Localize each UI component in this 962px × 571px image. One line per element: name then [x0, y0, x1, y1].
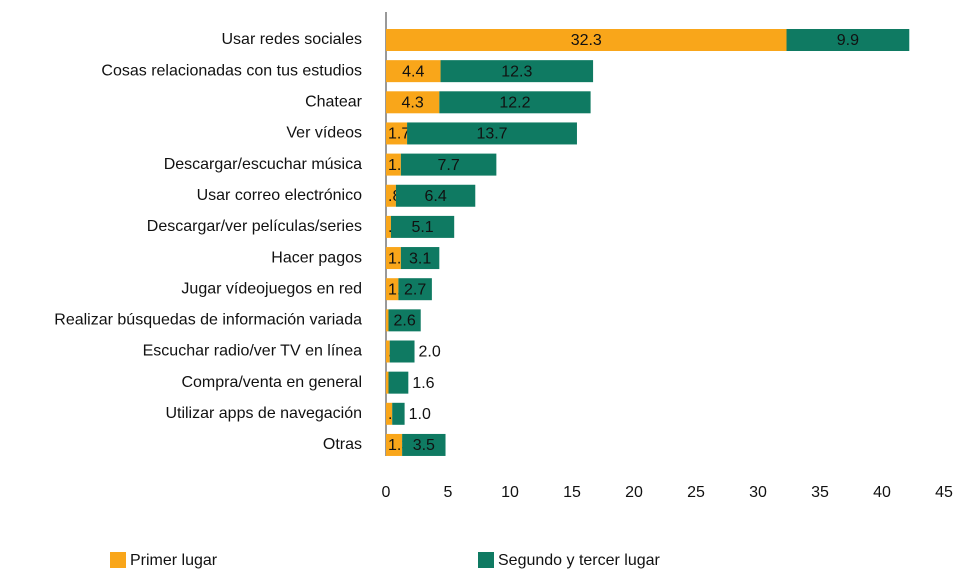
value-label: 12.3	[501, 63, 532, 80]
category-label: Cosas relacionadas con tus estudios	[101, 62, 362, 79]
category-label: Realizar búsquedas de información variad…	[54, 312, 362, 329]
value-label: 4.3	[402, 95, 424, 112]
bar-segment	[388, 371, 409, 394]
bar-segment	[386, 340, 390, 363]
value-label: 32.3	[571, 32, 602, 49]
bar-segment	[390, 215, 455, 238]
bar-segment	[440, 60, 594, 83]
bar-segment	[386, 309, 389, 332]
category-label: Descargar/ver películas/series	[147, 218, 362, 235]
legend-label: Segundo y tercer lugar	[498, 552, 661, 569]
bar-segment	[398, 278, 432, 301]
value-label: 1.6	[412, 375, 434, 392]
value-label: 2.7	[404, 281, 426, 298]
bar-segment	[386, 278, 399, 301]
x-tick-label: 45	[935, 484, 953, 501]
bar-segment	[388, 309, 421, 332]
category-label: Compra/venta en general	[181, 374, 362, 391]
x-tick-label: 5	[444, 484, 453, 501]
value-label: 6.4	[424, 188, 446, 205]
category-label: Chatear	[305, 94, 363, 111]
value-label: 12.2	[499, 95, 530, 112]
value-label: 1.0	[409, 406, 431, 423]
category-label: Escuchar radio/ver TV en línea	[143, 343, 362, 360]
value-label: 5.1	[411, 219, 433, 236]
x-tick-label: 0	[382, 484, 391, 501]
bar-segment	[386, 184, 396, 207]
bar-segment	[389, 340, 415, 363]
bar-segment	[386, 60, 441, 83]
bar-segment	[386, 122, 408, 145]
bar-segment	[439, 91, 591, 114]
category-label: Usar correo electrónico	[197, 187, 363, 204]
bar-segment	[402, 433, 446, 456]
category-label: Usar redes sociales	[222, 31, 363, 48]
value-label: 9.9	[837, 32, 859, 49]
value-label: 1.7	[388, 126, 410, 143]
bar-segment	[407, 122, 577, 145]
bar-segment	[386, 91, 440, 114]
legend-swatch	[110, 552, 126, 568]
bar-segment	[386, 371, 389, 394]
x-tick-label: 20	[625, 484, 643, 501]
category-label: Utilizar apps de navegación	[165, 405, 362, 422]
value-label: 4.4	[402, 63, 424, 80]
bar-segment	[386, 153, 401, 176]
x-tick-label: 35	[811, 484, 829, 501]
bar-segment	[386, 247, 401, 270]
bar-segment	[400, 247, 440, 270]
value-label: 13.7	[476, 126, 507, 143]
category-label: Descargar/escuchar música	[164, 156, 362, 173]
value-label: 2.6	[393, 313, 415, 330]
bar-segment	[386, 402, 393, 425]
value-label: 7.7	[437, 157, 459, 174]
bar-segment	[386, 433, 403, 456]
x-tick-label: 25	[687, 484, 705, 501]
category-label: Ver vídeos	[286, 125, 362, 142]
category-label: Otras	[323, 436, 362, 453]
x-tick-label: 30	[749, 484, 767, 501]
x-tick-label: 40	[873, 484, 891, 501]
legend-swatch	[478, 552, 494, 568]
bar-segment	[395, 184, 476, 207]
x-tick-label: 10	[501, 484, 519, 501]
value-label: 3.1	[409, 250, 431, 267]
bar-segment	[386, 215, 391, 238]
value-label: 3.5	[413, 437, 435, 454]
bar-segment	[386, 29, 787, 51]
category-label: Jugar vídeojuegos en red	[181, 280, 362, 297]
category-label: Hacer pagos	[271, 249, 362, 266]
bar-segment	[392, 402, 405, 425]
x-tick-label: 15	[563, 484, 581, 501]
bar-segment	[786, 29, 910, 51]
legend-label: Primer lugar	[130, 552, 218, 569]
bar-segment	[400, 153, 497, 176]
value-label: 2.0	[419, 344, 441, 361]
